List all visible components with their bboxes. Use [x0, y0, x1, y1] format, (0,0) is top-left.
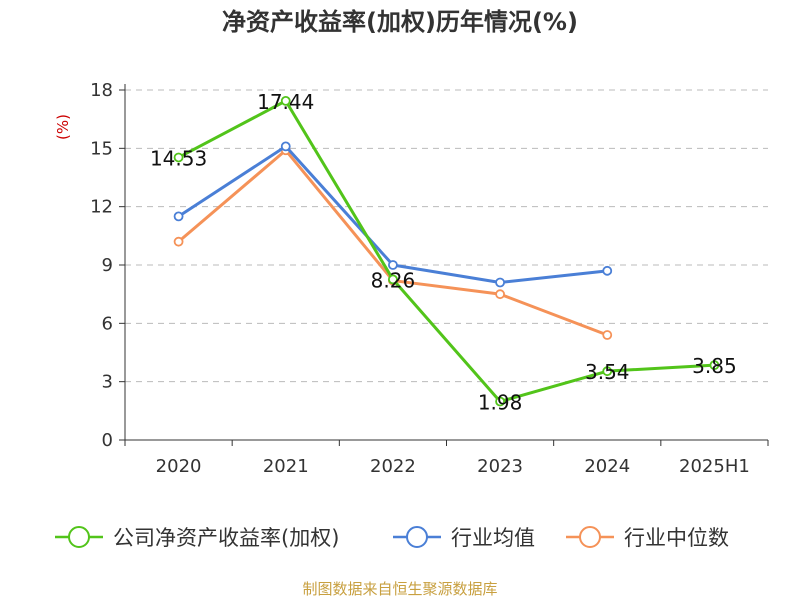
legend: 公司净资产收益率(加权) 行业均值 行业中位数	[55, 526, 729, 550]
data-point	[173, 152, 184, 163]
y-axis-unit: (%)	[54, 114, 72, 140]
x-tick-label: 2023	[477, 456, 523, 477]
data-point	[602, 366, 613, 377]
x-tick-label: 2020	[156, 456, 202, 477]
y-tick-label: 12	[90, 197, 113, 218]
legend-item[interactable]: 行业均值	[393, 526, 535, 550]
x-tick-label: 2022	[370, 456, 416, 477]
y-tick-label: 18	[90, 80, 113, 101]
y-tick-label: 9	[102, 255, 113, 276]
data-point	[280, 95, 291, 106]
y-tick-label: 3	[102, 372, 113, 393]
data-point	[709, 360, 720, 371]
data-point	[173, 211, 184, 222]
data-point	[495, 289, 505, 300]
data-point	[495, 277, 505, 288]
data-labels: 14.53 17.44 8.26 1.98 3.54 3.85	[150, 90, 737, 415]
axes: 0 3 6 9 12 15 18 (%) 2020 2021 2022 2023 2024 2025H1	[54, 80, 769, 477]
x-tick-label: 2024	[584, 456, 630, 477]
data-point	[602, 265, 613, 276]
legend-label: 行业中位数	[624, 526, 729, 550]
data-label: 1.98	[478, 391, 523, 415]
y-tick-label: 6	[102, 313, 113, 334]
legend-marker-icon	[406, 526, 428, 548]
data-label: 17.44	[257, 90, 314, 114]
data-point	[602, 330, 613, 340]
x-tick-label: 2021	[263, 456, 309, 477]
data-point	[495, 396, 505, 407]
x-tick-label: 2025H1	[679, 456, 750, 477]
series-line	[177, 99, 715, 403]
y-tick-label: 0	[102, 430, 113, 451]
grid-lines	[125, 89, 768, 383]
legend-marker-icon	[68, 526, 90, 548]
data-label: 14.53	[150, 146, 207, 170]
legend-marker-icon	[579, 526, 601, 548]
source-footer: 制图数据来自恒生聚源数据库	[302, 580, 498, 598]
legend-label: 行业均值	[451, 526, 535, 550]
series-lines	[173, 95, 720, 407]
data-label: 3.54	[585, 360, 630, 384]
data-label: 8.26	[371, 268, 416, 292]
data-point	[173, 236, 184, 247]
y-tick-label: 15	[90, 138, 113, 159]
data-point	[280, 141, 291, 152]
legend-item[interactable]: 公司净资产收益率(加权)	[55, 526, 339, 550]
legend-item[interactable]: 行业中位数	[566, 526, 729, 550]
data-point	[388, 274, 398, 285]
legend-label: 公司净资产收益率(加权)	[113, 526, 339, 550]
data-point	[388, 260, 398, 270]
chart-title: 净资产收益率(加权)历年情况(%)	[222, 8, 578, 36]
series-line	[177, 148, 608, 337]
data-label: 3.85	[692, 354, 737, 378]
